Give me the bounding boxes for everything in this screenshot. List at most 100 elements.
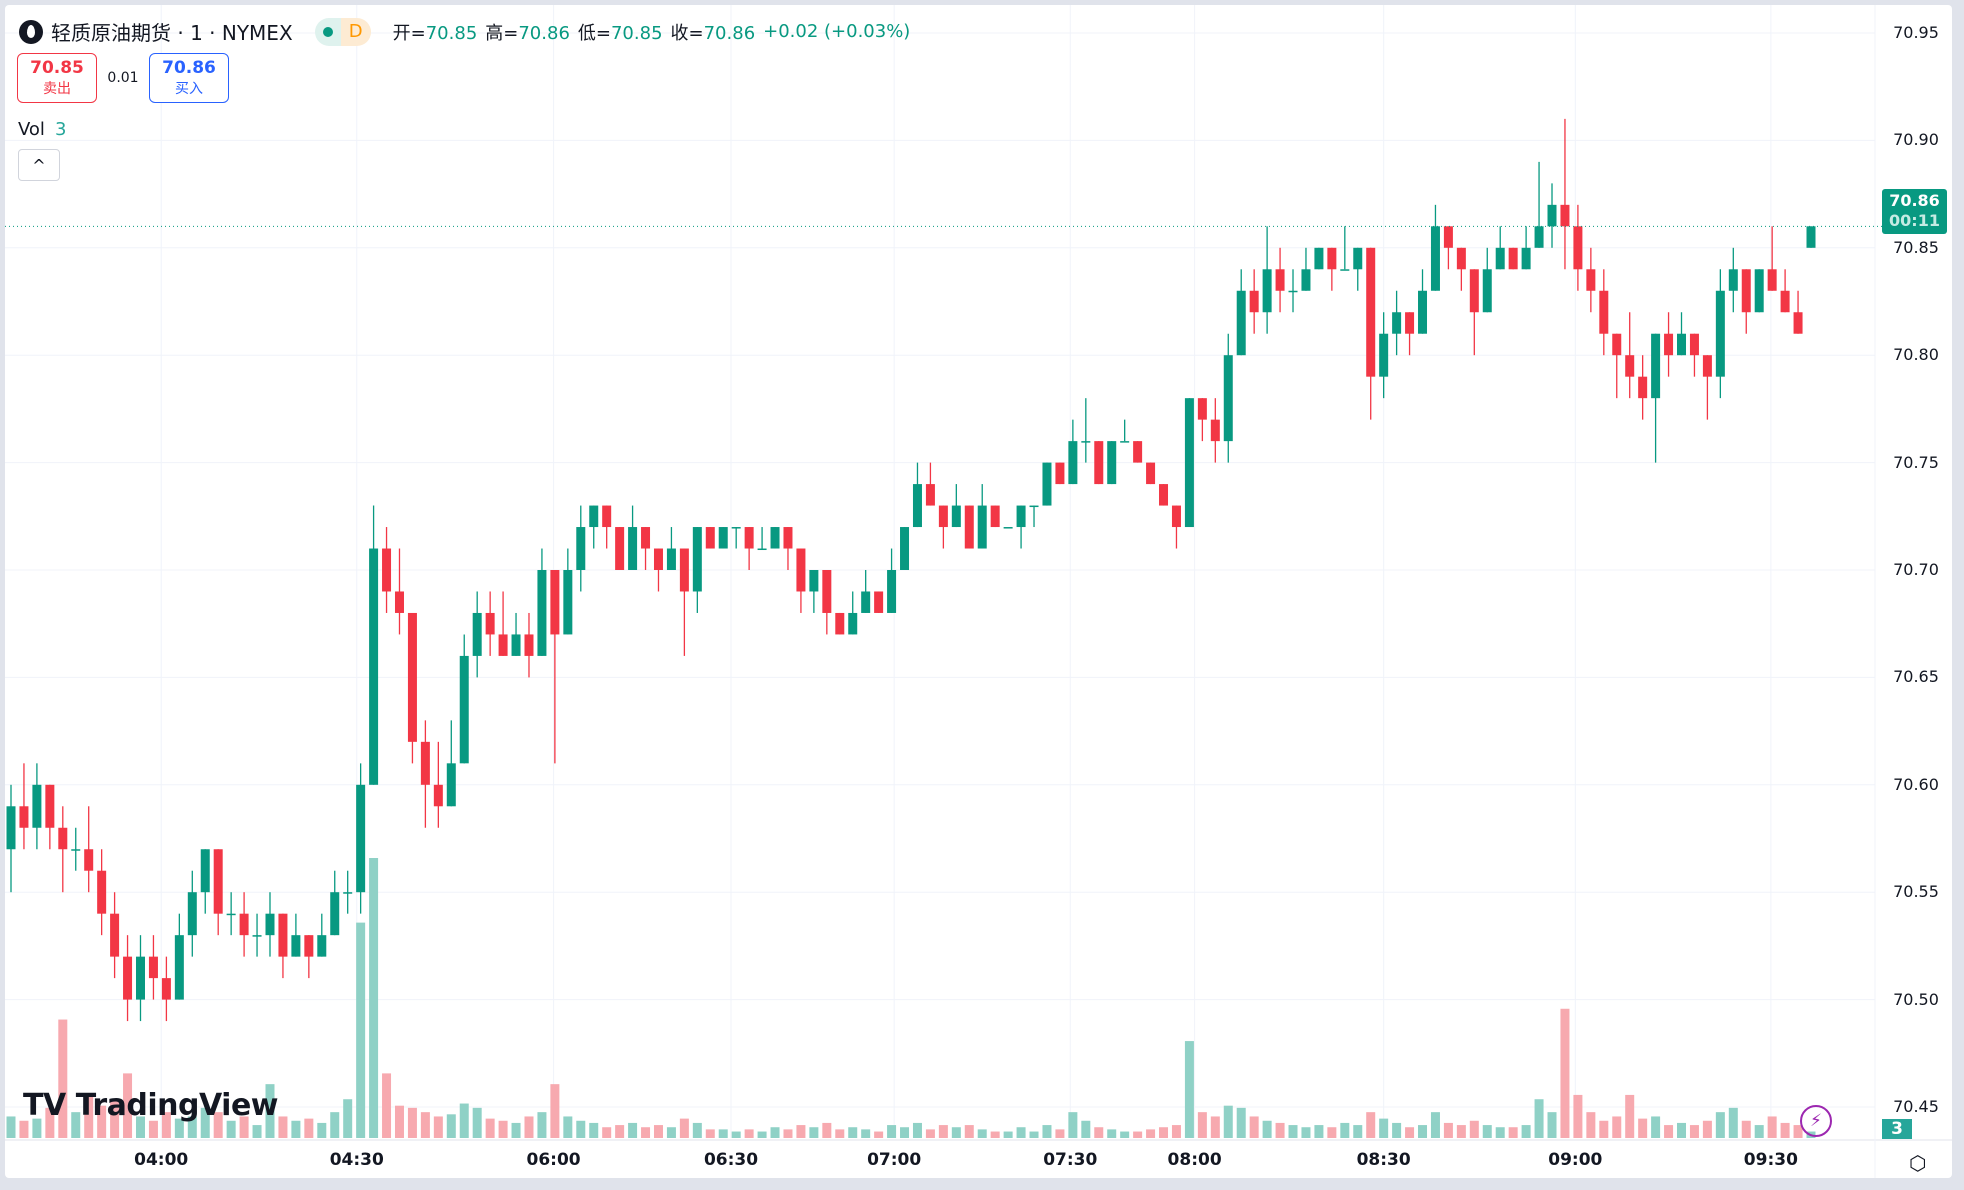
candle-body bbox=[330, 892, 340, 936]
candle-body bbox=[459, 655, 469, 764]
volume-bar bbox=[874, 1131, 884, 1138]
volume-bar bbox=[718, 1129, 728, 1138]
volume-bar bbox=[524, 1116, 534, 1138]
volume-bar bbox=[770, 1127, 780, 1138]
candle-body bbox=[1418, 290, 1428, 334]
candle-body bbox=[666, 548, 676, 570]
candle-body bbox=[653, 548, 663, 570]
volume-bar bbox=[45, 1107, 55, 1138]
candle-body bbox=[1599, 290, 1609, 334]
volume-bar bbox=[1016, 1127, 1026, 1138]
time-tick-label: 08:00 bbox=[1167, 1150, 1222, 1170]
market-status-badge[interactable]: D bbox=[314, 17, 371, 46]
time-tick-label: 06:00 bbox=[526, 1150, 581, 1170]
volume-bar bbox=[304, 1118, 314, 1138]
candle-body bbox=[964, 505, 974, 549]
candle-body bbox=[1638, 376, 1648, 399]
collapse-legend-button[interactable]: ^ bbox=[18, 149, 60, 181]
volume-bar bbox=[1210, 1116, 1220, 1138]
volume-bar bbox=[407, 1107, 417, 1138]
volume-bar bbox=[796, 1125, 806, 1138]
volume-bar bbox=[265, 1084, 275, 1138]
volume-bar bbox=[382, 1073, 392, 1138]
candle-body bbox=[796, 548, 806, 592]
volume-bar bbox=[1469, 1120, 1479, 1138]
candle-body bbox=[1482, 269, 1492, 313]
volume-bar bbox=[1715, 1112, 1725, 1138]
candle-body bbox=[161, 978, 171, 1000]
volume-bar bbox=[472, 1107, 482, 1138]
candle-body bbox=[1314, 247, 1324, 270]
volume-bar bbox=[951, 1127, 961, 1138]
symbol-title[interactable]: 轻质原油期货 · 1 · NYMEX bbox=[51, 21, 293, 45]
price-tick-label: 70.70 bbox=[1893, 560, 1939, 579]
volume-bar bbox=[1262, 1120, 1272, 1138]
chart-panel[interactable]: 轻质原油期货 · 1 · NYMEX D 开=70.85 高=70.86 低=7… bbox=[5, 5, 1952, 1178]
volume-bar bbox=[1534, 1099, 1544, 1138]
candle-body bbox=[1288, 290, 1298, 293]
candle-body bbox=[1120, 441, 1130, 443]
spread-value: 0.01 bbox=[107, 70, 139, 86]
candle-body bbox=[1327, 247, 1337, 270]
hexagon-settings-icon[interactable]: ⬡ bbox=[1909, 1151, 1927, 1175]
volume-bar bbox=[1418, 1125, 1428, 1138]
volume-bar bbox=[278, 1116, 288, 1138]
candle-body bbox=[589, 505, 599, 528]
candle-body bbox=[148, 956, 158, 979]
volume-bar bbox=[641, 1127, 651, 1138]
candle-body bbox=[925, 484, 935, 506]
volume-bar bbox=[1689, 1125, 1699, 1138]
volume-bar bbox=[1677, 1122, 1687, 1138]
volume-bar bbox=[731, 1131, 741, 1138]
candle-body bbox=[1664, 333, 1674, 356]
volume-bar bbox=[1314, 1125, 1324, 1138]
volume-bar bbox=[938, 1125, 948, 1138]
volume-bar bbox=[1171, 1125, 1181, 1138]
volume-bar bbox=[1146, 1129, 1156, 1138]
volume-bar bbox=[912, 1122, 922, 1138]
candlestick-chart[interactable] bbox=[5, 5, 1952, 1178]
candle-body bbox=[1754, 269, 1764, 313]
volume-legend[interactable]: Vol 3 bbox=[18, 119, 67, 140]
candle-body bbox=[1689, 333, 1699, 356]
volume-bar bbox=[990, 1131, 1000, 1138]
candle-body bbox=[1793, 312, 1803, 334]
candle-body bbox=[1443, 226, 1453, 248]
candle-body bbox=[1133, 441, 1143, 463]
candle-body bbox=[692, 527, 702, 592]
time-tick-label: 04:30 bbox=[329, 1150, 384, 1170]
lightning-icon[interactable]: ⚡ bbox=[1800, 1105, 1832, 1137]
volume-bar bbox=[576, 1120, 586, 1138]
candle-body bbox=[874, 591, 884, 613]
tradingview-logo[interactable]: TV TradingView bbox=[23, 1088, 279, 1123]
candle-body bbox=[1223, 355, 1233, 442]
time-tick-label: 06:30 bbox=[703, 1150, 759, 1170]
symbol-legend: 轻质原油期货 · 1 · NYMEX D 开=70.85 高=70.86 低=7… bbox=[19, 17, 910, 46]
volume-bar bbox=[1521, 1125, 1531, 1138]
candle-body bbox=[628, 527, 638, 570]
candle-body bbox=[1495, 247, 1505, 270]
candle-body bbox=[343, 892, 353, 894]
candle-body bbox=[446, 763, 456, 807]
volume-bar bbox=[537, 1112, 547, 1138]
volume-bar bbox=[291, 1120, 301, 1138]
volume-bar bbox=[369, 858, 379, 1138]
volume-bar bbox=[71, 1112, 81, 1138]
candle-body bbox=[1003, 527, 1013, 529]
candle-body bbox=[770, 527, 780, 549]
candle-body bbox=[1197, 398, 1207, 420]
volume-bar bbox=[1560, 1008, 1570, 1138]
candle-body bbox=[110, 913, 120, 957]
candle-body bbox=[1029, 505, 1039, 508]
candle-body bbox=[1275, 269, 1285, 291]
volume-bar bbox=[602, 1127, 612, 1138]
time-tick-label: 09:30 bbox=[1743, 1150, 1798, 1170]
candle-body bbox=[783, 527, 793, 549]
sell-button[interactable]: 70.85 卖出 bbox=[17, 53, 97, 103]
candle-body bbox=[498, 634, 508, 656]
candle-body bbox=[213, 849, 223, 914]
ohlc-open: 开=70.85 bbox=[392, 22, 478, 44]
candle-body bbox=[1379, 333, 1389, 377]
volume-bar bbox=[1327, 1127, 1337, 1138]
buy-button[interactable]: 70.86 买入 bbox=[149, 53, 229, 103]
